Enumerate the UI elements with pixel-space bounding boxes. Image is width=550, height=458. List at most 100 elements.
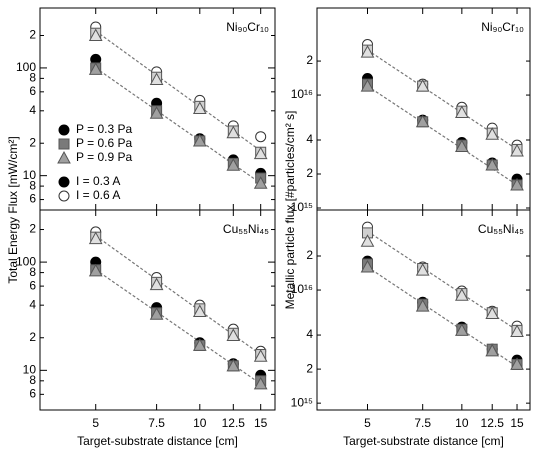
y-axis-title: Total Energy Flux [mW/cm²] — [6, 136, 20, 283]
marker-triangle — [88, 28, 103, 42]
x-tick-label: 5 — [364, 416, 371, 430]
x-tick-label: 7.5 — [414, 416, 431, 430]
marker-triangle — [149, 106, 164, 119]
legend-label: P = 0.9 Pa — [76, 150, 132, 164]
y-tick-label: 4 — [29, 103, 36, 117]
y-tick-label: 10¹⁶ — [291, 282, 313, 296]
marker-triangle — [226, 328, 241, 341]
marker-triangle — [455, 139, 469, 153]
marker-triangle — [485, 306, 500, 320]
y-tick-label: 6 — [29, 387, 36, 401]
marker-triangle — [149, 307, 164, 320]
marker-triangle — [253, 146, 268, 160]
y-tick-label: 100 — [16, 254, 36, 268]
y-tick-label: 2 — [29, 222, 36, 236]
plot-frame — [39, 209, 276, 411]
y-tick-label: 4 — [306, 327, 313, 341]
fit-line — [95, 235, 262, 356]
y-tick-label: 2 — [306, 166, 313, 180]
y-tick-label: 2 — [29, 135, 36, 149]
legend-label: I = 0.3 A — [76, 174, 120, 188]
y-tick-label: 2 — [306, 53, 313, 67]
marker-circle — [58, 124, 70, 136]
marker-triangle — [226, 158, 241, 171]
y-tick-label: 2 — [29, 28, 36, 42]
legend-label: P = 0.3 Pa — [76, 122, 132, 136]
marker-triangle — [253, 349, 268, 362]
y-tick-label: 10¹⁵ — [291, 395, 313, 409]
marker-triangle — [415, 114, 430, 128]
x-tick-label: 15 — [254, 416, 268, 430]
marker-triangle — [253, 376, 268, 390]
marker-triangle — [360, 259, 375, 273]
y-tick-label: 8 — [29, 178, 36, 192]
y-tick-label: 10¹⁵ — [291, 200, 313, 214]
y-tick-label: 8 — [29, 71, 36, 85]
y-tick-label: 2 — [306, 248, 313, 262]
marker-triangle — [360, 234, 375, 247]
marker-triangle — [510, 357, 524, 370]
x-tick-label: 7.5 — [148, 416, 165, 430]
marker-triangle — [510, 324, 524, 338]
y-tick-label: 6 — [29, 84, 36, 98]
panel-label: Ni₉₀Cr₁₀ — [226, 20, 269, 34]
panel-label: Cu₅₅Ni₄₅ — [223, 222, 269, 236]
y-tick-label: 100 — [16, 60, 36, 74]
y-tick-label: 10 — [23, 168, 37, 182]
marker-triangle — [226, 358, 241, 372]
marker-triangle — [192, 338, 207, 351]
marker-triangle — [485, 158, 500, 171]
x-tick-label: 10 — [193, 416, 207, 430]
marker-square — [58, 138, 70, 150]
marker-triangle — [226, 125, 241, 139]
marker-circle — [58, 176, 70, 188]
y-tick-label: 8 — [29, 265, 36, 279]
marker-triangle — [57, 150, 71, 164]
marker-triangle — [455, 105, 469, 119]
x-tick-label: 15 — [510, 416, 524, 430]
marker-triangle — [192, 101, 207, 115]
marker-triangle — [510, 177, 524, 191]
x-tick-label: 12.5 — [481, 416, 505, 430]
y-tick-label: 2 — [29, 330, 36, 344]
x-tick-label: 5 — [92, 416, 99, 430]
marker-triangle — [415, 79, 430, 92]
plot-frame — [316, 7, 531, 211]
panel-label: Cu₅₅Ni₄₅ — [478, 222, 524, 236]
marker-triangle — [360, 79, 375, 92]
y-tick-label: 6 — [29, 278, 36, 292]
y-tick-label: 4 — [29, 297, 36, 311]
marker-triangle — [192, 133, 207, 147]
marker-triangle — [149, 72, 164, 86]
marker-triangle — [360, 45, 375, 58]
y-axis-title: Metallic particle flux [#particles/cm² s… — [283, 111, 297, 310]
x-axis-title: Target-substrate distance [cm] — [343, 434, 504, 448]
marker-triangle — [455, 288, 469, 301]
y-tick-label: 6 — [29, 192, 36, 206]
plot-frame — [316, 209, 531, 411]
panel-label: Ni₉₀Cr₁₀ — [481, 20, 524, 34]
x-axis-title: Target-substrate distance [cm] — [77, 434, 238, 448]
marker-triangle — [415, 263, 430, 276]
marker-circle — [58, 190, 70, 202]
marker-circle — [255, 131, 267, 143]
legend-label: I = 0.6 A — [76, 188, 120, 202]
marker-triangle — [485, 127, 500, 140]
fit-line — [95, 30, 262, 152]
x-tick-label: 12.5 — [222, 416, 246, 430]
legend-label: P = 0.6 Pa — [76, 136, 132, 150]
y-tick-label: 2 — [306, 361, 313, 375]
marker-triangle — [192, 304, 207, 317]
marker-triangle — [485, 343, 500, 357]
x-tick-label: 10 — [455, 416, 469, 430]
marker-triangle — [88, 231, 103, 245]
marker-triangle — [88, 62, 103, 75]
marker-triangle — [149, 277, 164, 291]
marker-triangle — [253, 176, 268, 189]
marker-triangle — [88, 263, 103, 277]
marker-triangle — [415, 299, 430, 312]
y-tick-label: 10¹⁶ — [291, 87, 313, 101]
y-tick-label: 10 — [23, 363, 37, 377]
marker-triangle — [510, 143, 524, 157]
